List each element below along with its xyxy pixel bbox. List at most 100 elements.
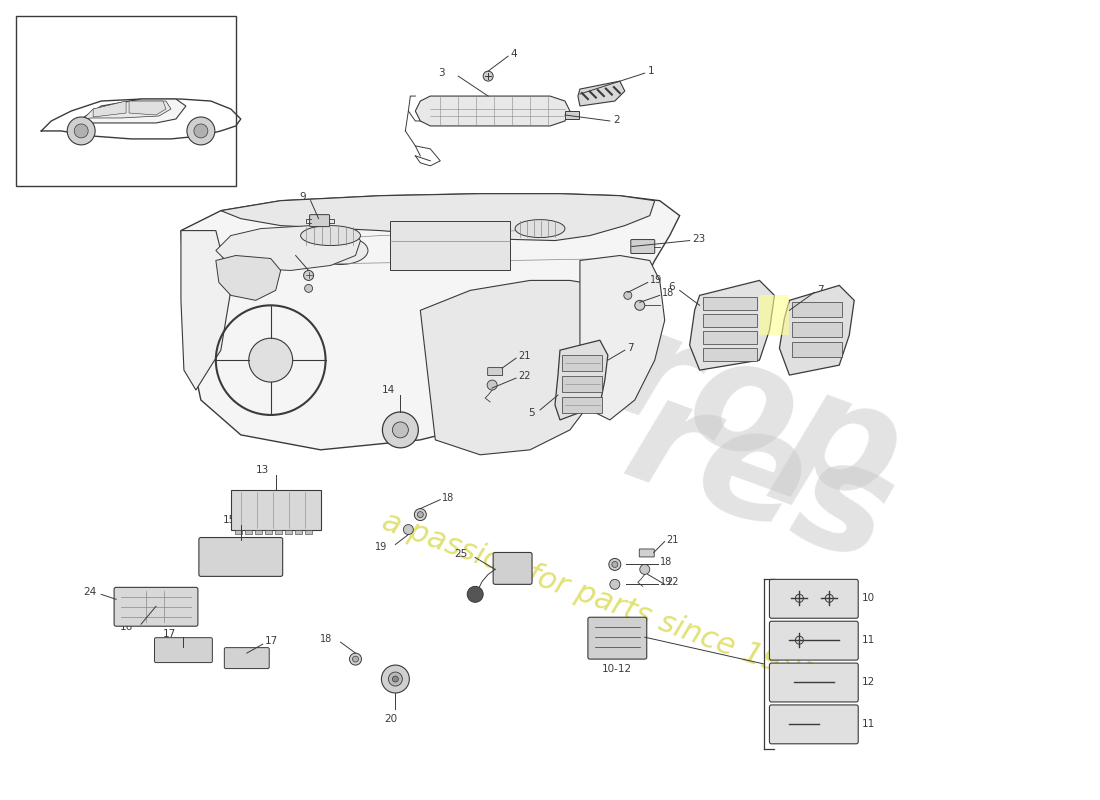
Bar <box>792 322 843 338</box>
Ellipse shape <box>300 226 361 246</box>
Bar <box>275 530 282 534</box>
Bar <box>255 530 262 534</box>
Text: 9: 9 <box>299 192 306 202</box>
Text: 19: 19 <box>375 542 387 553</box>
Bar <box>565 111 579 119</box>
Text: 1: 1 <box>648 66 654 76</box>
Bar <box>231 490 320 530</box>
Polygon shape <box>180 194 680 450</box>
Ellipse shape <box>314 237 369 265</box>
Bar <box>245 530 252 534</box>
FancyBboxPatch shape <box>630 239 654 254</box>
Text: 17: 17 <box>265 636 278 646</box>
Bar <box>759 295 790 335</box>
Polygon shape <box>556 340 608 420</box>
Circle shape <box>609 558 620 570</box>
Text: 24: 24 <box>82 587 96 598</box>
Circle shape <box>640 565 650 574</box>
Circle shape <box>67 117 96 145</box>
Text: 21: 21 <box>667 534 679 545</box>
Text: 13: 13 <box>255 465 268 474</box>
Text: 11: 11 <box>862 719 876 729</box>
Bar <box>285 530 292 534</box>
Polygon shape <box>416 96 570 126</box>
Polygon shape <box>84 101 170 119</box>
Circle shape <box>624 291 631 299</box>
Bar <box>703 331 758 344</box>
FancyBboxPatch shape <box>114 587 198 626</box>
FancyBboxPatch shape <box>587 618 647 659</box>
Circle shape <box>393 422 408 438</box>
Bar <box>16 16 235 186</box>
Text: 22: 22 <box>518 371 530 381</box>
Text: 5: 5 <box>528 408 535 418</box>
Text: europ: europ <box>398 224 921 536</box>
Polygon shape <box>129 101 166 115</box>
Circle shape <box>74 124 88 138</box>
Polygon shape <box>94 101 126 117</box>
Text: 8: 8 <box>284 247 290 258</box>
Polygon shape <box>690 281 774 370</box>
Text: 6: 6 <box>668 282 674 292</box>
Circle shape <box>352 656 359 662</box>
FancyBboxPatch shape <box>769 663 858 702</box>
Polygon shape <box>216 226 361 270</box>
Circle shape <box>187 117 214 145</box>
Polygon shape <box>578 81 625 106</box>
Text: 25: 25 <box>454 550 467 559</box>
Circle shape <box>382 665 409 693</box>
Circle shape <box>417 512 424 518</box>
Text: 22: 22 <box>667 578 679 587</box>
Bar <box>234 530 242 534</box>
Circle shape <box>350 653 362 665</box>
Text: 20: 20 <box>384 714 397 724</box>
Circle shape <box>383 412 418 448</box>
Text: 15: 15 <box>222 514 235 525</box>
Polygon shape <box>76 99 186 131</box>
Circle shape <box>249 338 293 382</box>
FancyBboxPatch shape <box>224 648 270 669</box>
Polygon shape <box>180 230 231 390</box>
Bar <box>305 530 311 534</box>
FancyBboxPatch shape <box>493 553 532 584</box>
Bar <box>792 342 843 357</box>
Circle shape <box>393 676 398 682</box>
Polygon shape <box>216 255 280 300</box>
Text: 12: 12 <box>862 677 876 687</box>
Text: 17: 17 <box>163 629 176 639</box>
Text: a passion for parts since 1985: a passion for parts since 1985 <box>378 507 822 692</box>
Bar <box>792 302 843 318</box>
FancyBboxPatch shape <box>309 214 330 226</box>
Text: 23: 23 <box>693 234 706 243</box>
Circle shape <box>415 509 427 521</box>
Polygon shape <box>221 194 654 241</box>
Circle shape <box>483 71 493 81</box>
Bar <box>295 530 301 534</box>
Circle shape <box>404 525 414 534</box>
FancyBboxPatch shape <box>769 579 858 618</box>
Circle shape <box>609 579 619 590</box>
Text: 11: 11 <box>862 635 876 645</box>
Polygon shape <box>580 255 664 420</box>
Bar <box>562 355 602 371</box>
Text: 7: 7 <box>817 286 824 295</box>
Text: 21: 21 <box>518 351 530 361</box>
Bar <box>703 314 758 327</box>
Text: 3: 3 <box>439 68 446 78</box>
Text: 14: 14 <box>382 385 395 395</box>
Text: 18: 18 <box>660 558 672 567</box>
Circle shape <box>468 586 483 602</box>
FancyBboxPatch shape <box>639 549 654 557</box>
Text: 10-12: 10-12 <box>602 664 631 674</box>
Text: 18: 18 <box>442 493 454 502</box>
Polygon shape <box>420 281 609 455</box>
Bar <box>703 298 758 310</box>
Text: res: res <box>607 363 912 596</box>
Circle shape <box>194 124 208 138</box>
Ellipse shape <box>221 238 290 273</box>
Bar <box>390 221 510 270</box>
Text: 2: 2 <box>613 115 619 125</box>
Circle shape <box>612 562 618 567</box>
Polygon shape <box>780 286 855 375</box>
Bar <box>562 376 602 392</box>
